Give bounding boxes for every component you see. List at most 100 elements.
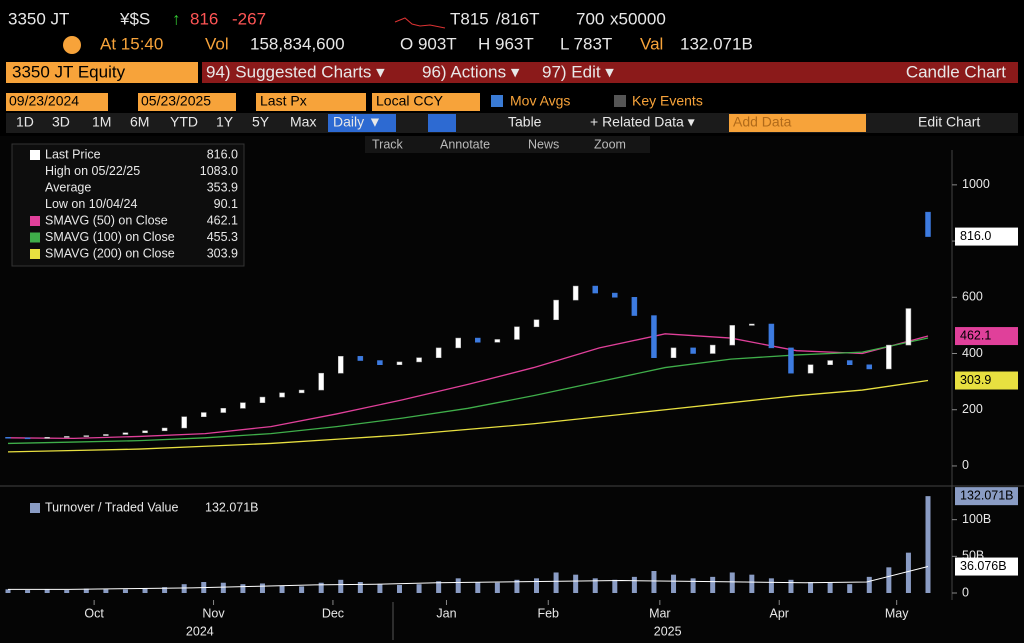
- candle: [5, 437, 11, 439]
- period-button[interactable]: 3D: [52, 114, 70, 130]
- x-tick-label: Feb: [537, 606, 559, 620]
- candle: [338, 356, 344, 374]
- field[interactable]: Last Px: [260, 93, 307, 109]
- volume-bar: [396, 584, 402, 593]
- period-button[interactable]: 1Y: [216, 114, 234, 130]
- volume-bar: [122, 589, 128, 593]
- volume-bar: [44, 589, 50, 593]
- volume-bar: [25, 590, 31, 593]
- menu-item[interactable]: 94) Suggested Charts ▾: [206, 62, 385, 81]
- volume-bar: [338, 579, 344, 593]
- candle: [788, 347, 794, 374]
- legend-label: Last Price: [45, 147, 101, 161]
- period-button[interactable]: 5Y: [252, 114, 270, 130]
- period-button[interactable]: Max: [290, 114, 316, 130]
- candle: [612, 292, 618, 298]
- volume-bar: [534, 578, 540, 593]
- candle: [670, 347, 677, 358]
- volume-bar: [357, 582, 363, 593]
- volume-bar: [729, 572, 735, 593]
- candle: [377, 360, 383, 366]
- candle: [220, 408, 227, 413]
- volume-bar: [710, 576, 716, 593]
- high: H 963T: [478, 34, 534, 53]
- period-button[interactable]: 1M: [92, 114, 111, 130]
- legend-label: SMAVG (50) on Close: [45, 213, 168, 227]
- price-tag: [955, 371, 1018, 390]
- chart-tool[interactable]: Track: [372, 137, 404, 151]
- currency-field[interactable]: Local CCY: [376, 93, 444, 109]
- candle: [455, 337, 461, 349]
- frequency-button[interactable]: [328, 114, 396, 132]
- volume-bar: [259, 583, 265, 593]
- currency-select[interactable]: [372, 93, 480, 111]
- candle: [122, 432, 129, 435]
- checkbox[interactable]: [614, 95, 626, 107]
- mov-avgs[interactable]: Mov Avgs: [510, 93, 570, 109]
- y-tick-label: 400: [962, 346, 983, 360]
- x-tick-label: Jan: [436, 606, 456, 620]
- start-field[interactable]: [6, 93, 108, 111]
- field-select[interactable]: [256, 93, 366, 111]
- candle: [827, 360, 833, 366]
- candle: [592, 285, 598, 294]
- candle-button[interactable]: [428, 114, 456, 132]
- candle: [866, 364, 873, 370]
- period-button[interactable]: 6M: [130, 114, 149, 130]
- start-date[interactable]: 09/23/2024: [9, 93, 79, 109]
- volume-tag-label: 36.076B: [960, 559, 1007, 573]
- y-tick-label: 100B: [962, 512, 991, 526]
- volume-bar: [494, 582, 500, 593]
- volume-bar: [788, 579, 794, 593]
- chart-tool[interactable]: Zoom: [594, 137, 626, 151]
- x-tick-label: Dec: [322, 606, 344, 620]
- frequency[interactable]: Daily ▼: [333, 114, 382, 130]
- chart-tool[interactable]: News: [528, 137, 559, 151]
- chart-tool[interactable]: Annotate: [440, 137, 490, 151]
- x-tick-label: Apr: [770, 606, 789, 620]
- volume-bar: [181, 584, 187, 593]
- sparkline: [394, 17, 446, 29]
- security[interactable]: 3350 JT Equity: [12, 62, 126, 81]
- open: O 903T: [400, 34, 457, 53]
- vol: 158,834,600: [250, 34, 345, 53]
- candle: [298, 389, 305, 394]
- moving-average: [7, 337, 929, 445]
- candle: [259, 396, 266, 403]
- candle: [631, 297, 638, 316]
- end-date[interactable]: 05/23/2025: [141, 93, 211, 109]
- menu-item[interactable]: 97) Edit ▾: [542, 62, 614, 81]
- volume-bar: [377, 584, 383, 593]
- lot: x50000: [610, 9, 666, 28]
- checkbox[interactable]: [491, 95, 503, 107]
- volume-bar: [651, 571, 657, 593]
- bid: T815: [450, 9, 489, 28]
- period-button[interactable]: YTD: [170, 114, 198, 130]
- candle: [200, 412, 207, 418]
- edit-chart[interactable]: Edit Chart: [918, 114, 980, 130]
- volume-bar: [514, 579, 520, 593]
- add-data[interactable]: Add Data: [733, 114, 792, 130]
- key-events[interactable]: Key Events: [632, 93, 703, 109]
- volume-bar: [553, 572, 559, 593]
- candle: [279, 392, 285, 398]
- y-tick-label: 0: [962, 585, 969, 599]
- security-box[interactable]: [6, 62, 198, 83]
- chart-title: Candle Chart: [906, 62, 1006, 81]
- legend-value: 1083.0: [200, 164, 238, 178]
- candle: [925, 211, 931, 237]
- menu-item[interactable]: 96) Actions ▾: [422, 62, 520, 81]
- volume-bar: [671, 574, 677, 593]
- volume-bar: [573, 574, 579, 593]
- candle: [435, 347, 442, 358]
- volume-bar: [220, 582, 226, 593]
- end-field[interactable]: [138, 93, 236, 111]
- ask: /816T: [496, 9, 539, 28]
- period-button[interactable]: 1D: [16, 114, 34, 130]
- related-data[interactable]: + Related Data ▾: [590, 114, 695, 130]
- last: 816: [190, 9, 218, 28]
- candle: [572, 285, 579, 301]
- volume-bar: [162, 587, 168, 593]
- table-button[interactable]: Table: [508, 114, 542, 130]
- add-data-field[interactable]: [729, 114, 866, 132]
